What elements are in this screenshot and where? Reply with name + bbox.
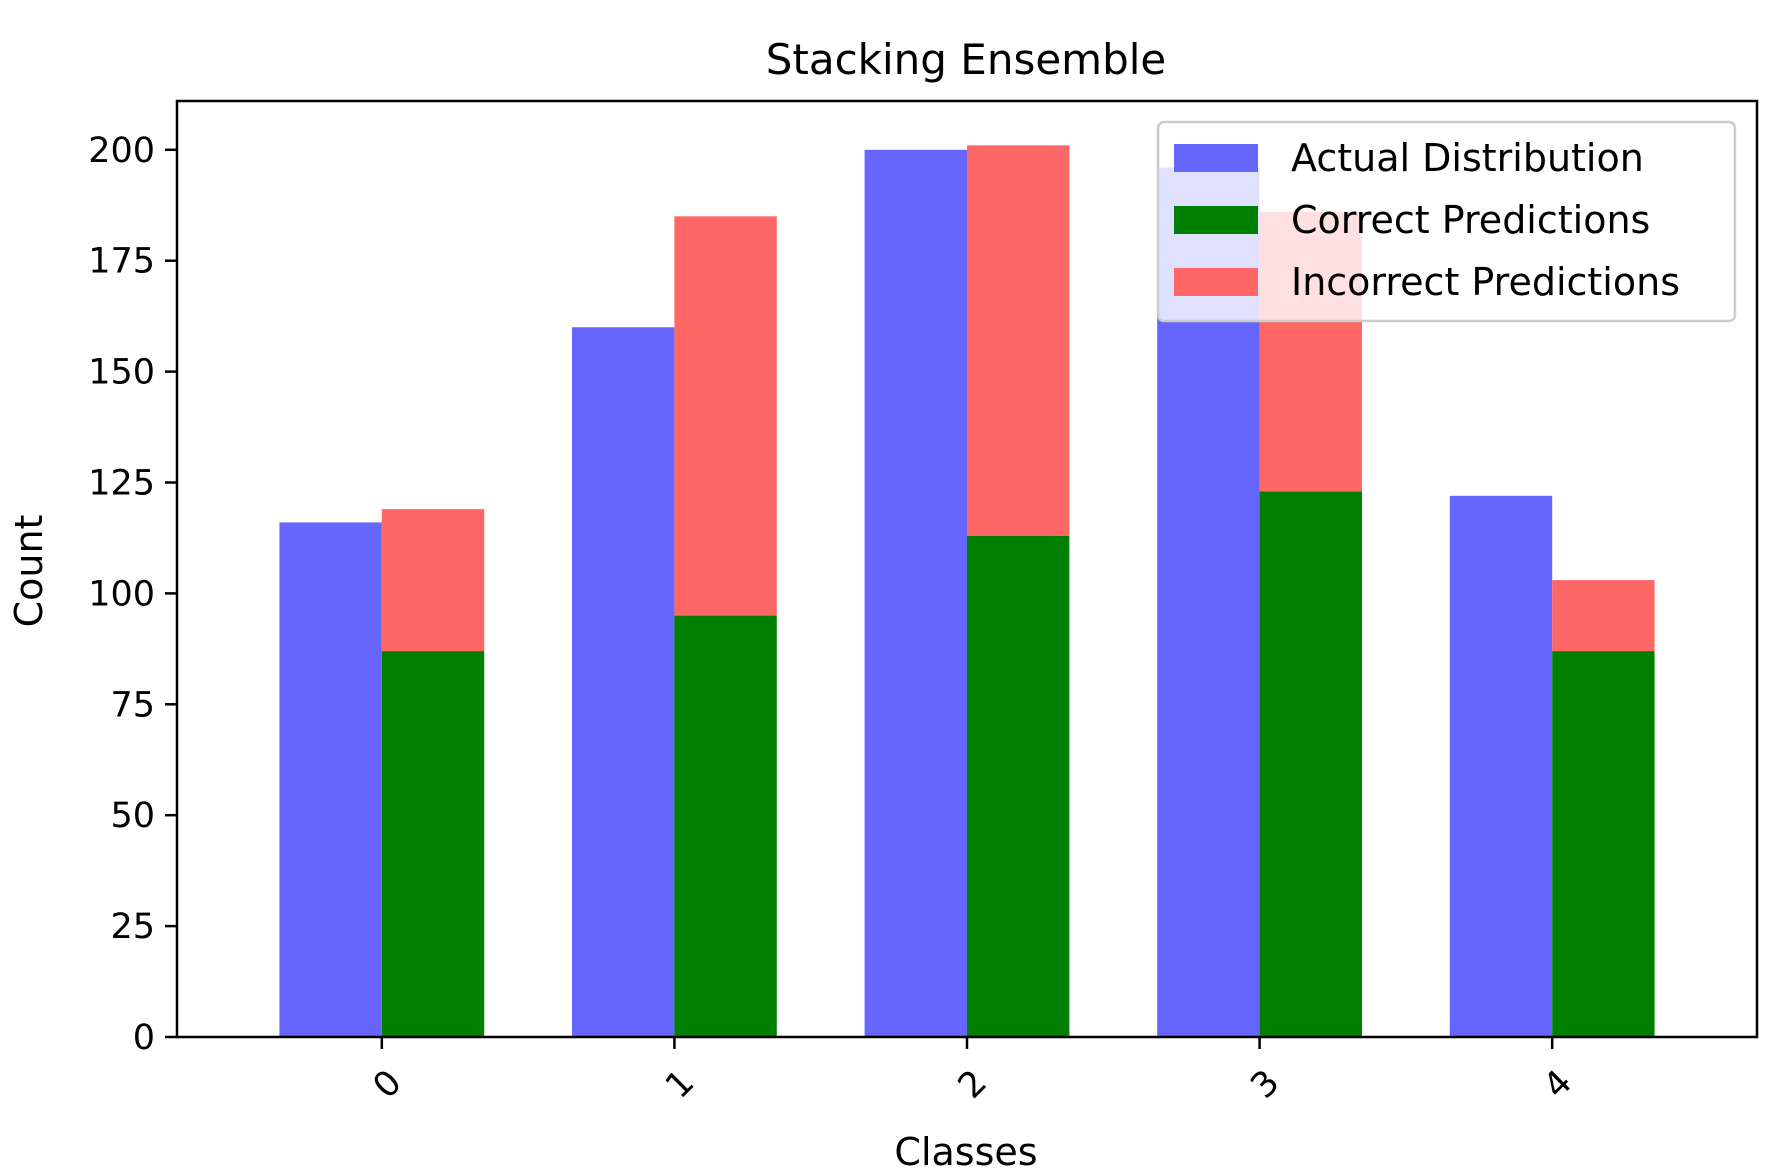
x-axis-label: Classes bbox=[894, 1130, 1037, 1174]
y-tick-label: 25 bbox=[110, 907, 155, 947]
bar-actual-class-1 bbox=[572, 327, 675, 1038]
y-tick-label: 125 bbox=[88, 463, 155, 503]
bar-correct-class-1 bbox=[674, 615, 777, 1037]
bars-layer bbox=[279, 145, 1655, 1038]
y-axis: 0 25 50 75 100 125 150 175 200 bbox=[88, 131, 177, 1058]
y-tick-label: 150 bbox=[88, 353, 155, 393]
y-tick-label: 50 bbox=[110, 796, 155, 836]
bar-incorrect-class-2 bbox=[967, 145, 1070, 536]
y-tick-label: 200 bbox=[88, 131, 155, 171]
bar-correct-class-4 bbox=[1552, 651, 1655, 1037]
y-tick-label: 100 bbox=[88, 574, 155, 614]
legend-swatch-1 bbox=[1174, 144, 1258, 172]
legend-label-2: Correct Predictions bbox=[1291, 198, 1650, 242]
legend-swatch-2 bbox=[1174, 206, 1258, 234]
bar-correct-class-0 bbox=[381, 651, 485, 1037]
y-tick-label: 0 bbox=[133, 1018, 155, 1058]
bar-correct-class-2 bbox=[967, 535, 1070, 1037]
legend: Actual Distribution Correct Predictions In… bbox=[1156, 120, 1737, 323]
legend-label-3: Incorrect Predictions bbox=[1291, 260, 1680, 304]
y-tick-label: 175 bbox=[88, 242, 155, 282]
bar-correct-class-3 bbox=[1259, 491, 1362, 1038]
bar-incorrect-class-4 bbox=[1552, 580, 1655, 652]
legend-swatch-3 bbox=[1174, 268, 1258, 296]
bar-incorrect-class-0 bbox=[381, 509, 485, 652]
bar-actual-class-4 bbox=[1449, 495, 1553, 1038]
legend-label-1: Actual Distribution bbox=[1291, 136, 1644, 180]
bar-actual-class-2 bbox=[864, 149, 967, 1037]
bar-actual-class-0 bbox=[279, 522, 382, 1037]
y-tick-label: 75 bbox=[110, 685, 155, 725]
chart-title: Stacking Ensemble bbox=[766, 35, 1167, 84]
legend-box bbox=[1156, 120, 1737, 323]
bar-incorrect-class-1 bbox=[674, 216, 777, 616]
y-axis-label: Count bbox=[7, 515, 51, 628]
